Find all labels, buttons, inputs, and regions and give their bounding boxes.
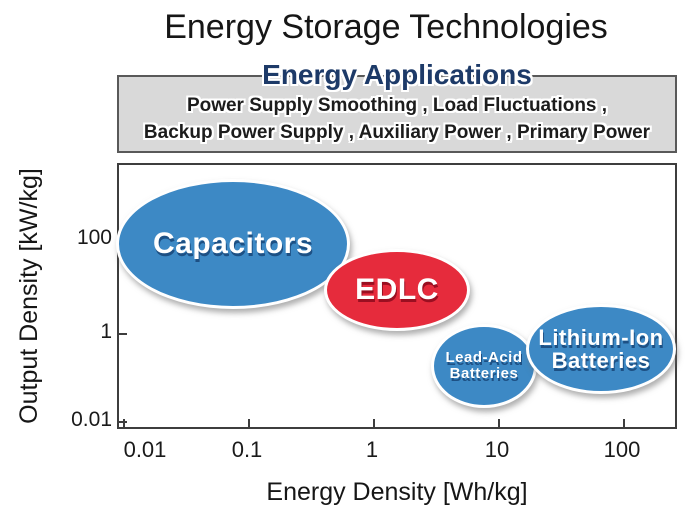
energy-applications-heading: Energy Applications — [262, 59, 532, 90]
x-tick-label-100: 100 — [603, 437, 641, 462]
applications-text-line-2: Backup Power Supply , Auxiliary Power , … — [143, 122, 651, 143]
y-tick-mark-1 — [119, 333, 127, 335]
x-axis-title: Energy Density [Wh/kg] — [266, 478, 528, 506]
lithium-ion-label-line-2: Batteries — [551, 348, 651, 373]
lithium-ion-label-line-1: Lithium-Ion — [538, 324, 664, 350]
page-title: Energy Storage Technologies — [164, 8, 608, 46]
y-tick-label-0.01: 0.01 — [71, 408, 112, 431]
y-tick-label-100: 100 — [76, 226, 112, 249]
x-tick-label-10: 10 — [484, 437, 510, 462]
y-tick-label-1: 1 — [100, 320, 112, 343]
edlc-label: EDLC — [355, 273, 439, 307]
x-tick-mark-0.01 — [123, 419, 125, 427]
x-tick-mark-100 — [623, 419, 625, 427]
lithium-ion-batteries-bubble: Lithium-Ion Batteries — [526, 304, 676, 394]
capacitors-bubble: Capacitors — [116, 179, 350, 309]
y-tick-mark-0.01 — [119, 421, 127, 423]
energy-applications-box — [117, 75, 677, 153]
lead-acid-batteries-bubble: Lead-Acid Batteries — [431, 324, 537, 408]
x-tick-mark-1 — [373, 419, 375, 427]
x-tick-label-0.1: 0.1 — [231, 437, 263, 462]
applications-text-line-1: Power Supply Smoothing , Load Fluctuatio… — [186, 95, 608, 116]
lead-acid-label-line-1: Lead-Acid — [445, 349, 523, 367]
lead-acid-label-line-2: Batteries — [449, 365, 519, 382]
x-tick-label-1: 1 — [365, 437, 379, 462]
x-tick-mark-0.1 — [248, 419, 250, 427]
x-tick-mark-10 — [498, 419, 500, 427]
capacitors-label: Capacitors — [152, 227, 314, 261]
x-tick-label-0.01: 0.01 — [123, 437, 167, 462]
y-axis-title: Output Density [kW/kg] — [15, 168, 43, 424]
edlc-bubble: EDLC — [324, 249, 470, 331]
